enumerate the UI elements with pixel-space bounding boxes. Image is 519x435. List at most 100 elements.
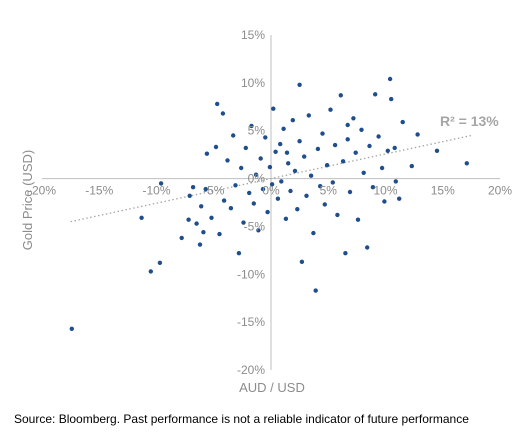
data-point — [213, 144, 219, 150]
data-point — [228, 206, 234, 211]
data-point — [209, 215, 214, 220]
data-point — [353, 150, 358, 155]
data-point — [338, 93, 343, 98]
data-point — [225, 158, 230, 163]
trendline-group — [70, 134, 472, 223]
y-tick-label: -10% — [237, 267, 265, 281]
data-point — [187, 193, 192, 198]
data-point — [253, 172, 259, 177]
data-point — [241, 220, 246, 225]
data-point — [220, 111, 226, 116]
data-point — [194, 221, 199, 226]
tick-labels-group: -20% -15% -10% -5% 0% 5% 10% 15% 20% 15% 10% 5% 0% -5… — [28, 28, 512, 377]
data-point — [288, 188, 293, 194]
data-point — [139, 215, 144, 220]
data-point — [258, 156, 263, 161]
data-point — [330, 180, 335, 185]
y-axis-title: Gold Price (USD) — [20, 150, 35, 250]
data-point — [217, 231, 222, 237]
data-point — [302, 154, 307, 159]
data-point — [267, 164, 273, 170]
data-point — [157, 260, 163, 265]
scatter-chart: -20% -15% -10% -5% 0% 5% 10% 15% 20% 15% 10% 5% 0% -5… — [20, 28, 512, 395]
data-point — [365, 245, 370, 250]
data-point — [397, 196, 402, 201]
data-point — [203, 186, 208, 192]
x-tick-label: 5% — [320, 184, 338, 198]
y-tick-label: 15% — [241, 28, 265, 42]
data-point — [281, 126, 286, 131]
data-point — [324, 163, 330, 168]
x-tick-label: -10% — [142, 184, 170, 198]
data-point — [273, 149, 278, 154]
trendline — [70, 134, 472, 223]
data-point — [271, 106, 276, 111]
data-point — [367, 143, 372, 149]
data-point — [347, 189, 353, 195]
y-tick-label: -20% — [237, 363, 265, 377]
data-point — [275, 196, 281, 201]
y-tick-label: 0% — [248, 172, 266, 186]
data-point — [400, 119, 405, 125]
data-point — [247, 190, 252, 196]
data-point — [306, 113, 311, 118]
data-point — [279, 179, 284, 184]
data-point — [295, 207, 300, 212]
data-point — [299, 259, 305, 264]
data-point — [256, 228, 261, 233]
data-point — [239, 165, 244, 171]
y-tick-label: 5% — [248, 124, 266, 138]
data-point — [197, 242, 203, 247]
data-point — [318, 184, 323, 189]
data-point — [409, 163, 414, 169]
data-point — [269, 182, 275, 187]
data-point — [190, 185, 196, 190]
x-tick-label: 10% — [373, 184, 397, 198]
data-point — [286, 161, 291, 166]
data-point — [297, 82, 302, 88]
data-point — [315, 146, 321, 152]
data-point — [201, 230, 206, 235]
data-point — [186, 217, 191, 222]
data-point — [415, 132, 420, 137]
data-point — [313, 288, 318, 293]
x-tick-label: 0% — [262, 184, 280, 198]
data-point — [284, 150, 290, 155]
data-point — [215, 101, 220, 107]
axes-group — [42, 35, 500, 370]
data-point — [387, 76, 393, 82]
data-point — [260, 186, 266, 192]
data-point — [236, 251, 242, 256]
data-point — [434, 148, 440, 153]
x-tick-label: -5% — [203, 184, 225, 198]
data-point — [251, 201, 256, 206]
data-point — [359, 127, 364, 132]
data-point — [231, 133, 236, 138]
x-axis-title: AUD / USD — [239, 380, 305, 395]
data-point — [308, 173, 314, 178]
data-point — [389, 96, 394, 102]
data-point — [382, 199, 387, 204]
data-point — [290, 118, 295, 123]
data-point — [392, 145, 397, 151]
data-point — [373, 92, 378, 97]
data-point — [204, 151, 210, 156]
data-point — [311, 230, 316, 236]
data-point — [379, 165, 385, 171]
data-point — [370, 185, 376, 190]
data-point — [345, 137, 350, 142]
data-point — [351, 116, 356, 121]
x-tick-label: -15% — [85, 184, 113, 198]
data-point — [69, 326, 75, 331]
data-point — [340, 159, 346, 164]
data-point — [199, 204, 204, 209]
data-point — [345, 122, 350, 128]
data-point — [278, 141, 283, 147]
source-footnote: Source: Bloomberg. Past performance is n… — [14, 412, 469, 426]
data-point — [283, 216, 289, 221]
data-point — [221, 198, 227, 203]
x-tick-label: 20% — [488, 184, 512, 198]
data-point — [343, 251, 348, 256]
data-point — [265, 209, 270, 215]
data-point — [328, 107, 333, 112]
